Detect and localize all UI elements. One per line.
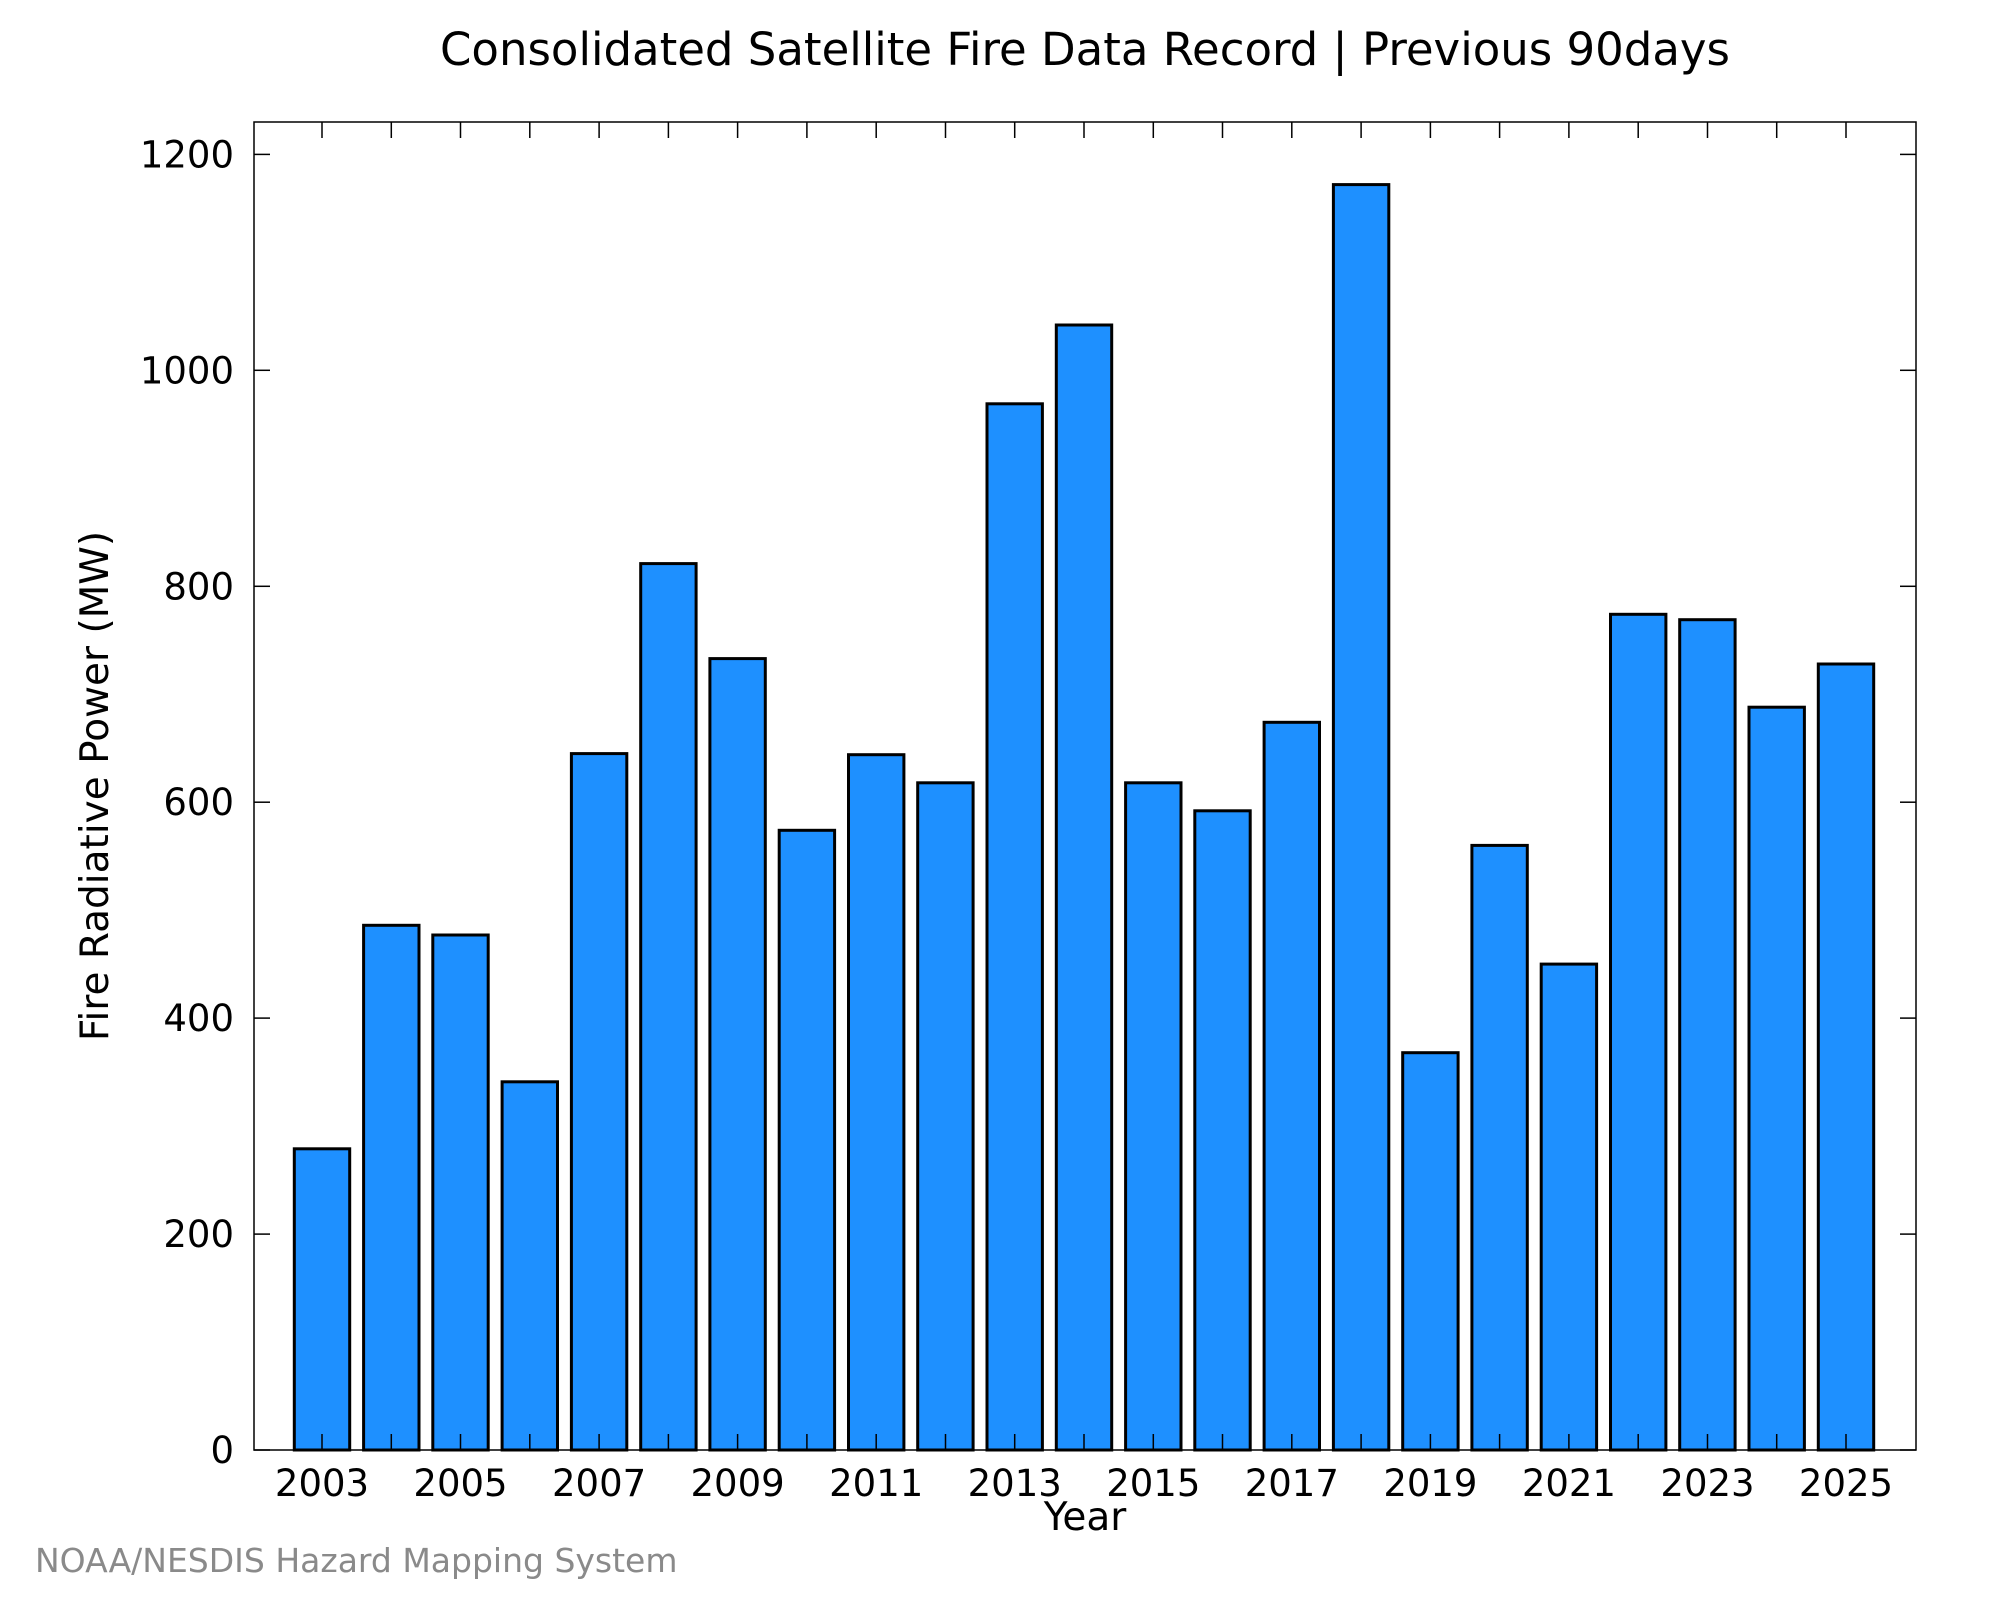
- bar-2014: [1054, 323, 1114, 1452]
- bar-2006: [500, 1080, 560, 1452]
- bar-2021: [1539, 962, 1599, 1452]
- x-axis-label: Year: [1043, 1495, 1128, 1540]
- x-tick-label-2003: 2003: [275, 1462, 369, 1505]
- bar-2009: [708, 657, 767, 1452]
- y-tick-label-400: 400: [163, 997, 234, 1040]
- y-axis-label: Fire Radiative Power (MW): [73, 531, 118, 1041]
- bar-2017: [1262, 720, 1321, 1452]
- bar-2010: [777, 828, 837, 1452]
- x-tick-label-2011: 2011: [829, 1462, 923, 1505]
- bar-2018: [1331, 183, 1391, 1452]
- x-tick-label-2013: 2013: [968, 1462, 1062, 1505]
- plot-frame: [253, 121, 1917, 1451]
- bar-2004: [362, 923, 421, 1452]
- x-tick-label-2007: 2007: [552, 1462, 646, 1505]
- bar-2013: [985, 402, 1044, 1452]
- x-tick-label-2017: 2017: [1245, 1462, 1339, 1505]
- bar-2019: [1401, 1051, 1460, 1452]
- bar-2011: [847, 753, 906, 1452]
- y-tick-label-1200: 1200: [140, 133, 234, 176]
- bar-2025: [1816, 662, 1876, 1452]
- bar-2020: [1470, 843, 1529, 1452]
- y-tick-label-1000: 1000: [140, 349, 234, 392]
- bars-group: [292, 183, 1876, 1452]
- bar-2016: [1193, 809, 1252, 1452]
- y-tick-label-200: 200: [163, 1213, 234, 1256]
- x-tick-label-2019: 2019: [1383, 1462, 1477, 1505]
- bar-2007: [569, 752, 629, 1452]
- x-tick-label-2021: 2021: [1522, 1462, 1616, 1505]
- bar-2003: [292, 1147, 352, 1452]
- x-tick-label-2009: 2009: [691, 1462, 785, 1505]
- bar-2024: [1747, 705, 1806, 1452]
- bar-2005: [431, 933, 490, 1452]
- ticks-group: 0 200 400 600 800 1000 1200 2003 2005 2007 2009 201…: [140, 122, 1916, 1505]
- y-tick-label-800: 800: [163, 565, 234, 608]
- x-tick-label-2023: 2023: [1660, 1462, 1754, 1505]
- x-tick-label-2025: 2025: [1799, 1462, 1893, 1505]
- y-tick-label-0: 0: [210, 1429, 234, 1472]
- x-tick-label-2005: 2005: [413, 1462, 507, 1505]
- x-tick-label-2015: 2015: [1106, 1462, 1200, 1505]
- bar-2012: [916, 781, 975, 1452]
- bar-2022: [1609, 612, 1668, 1452]
- bar-2023: [1678, 618, 1737, 1452]
- y-tick-label-600: 600: [163, 781, 234, 824]
- credit-text: NOAA/NESDIS Hazard Mapping System: [35, 1541, 678, 1580]
- bar-2008: [639, 562, 698, 1452]
- bar-2015: [1124, 781, 1183, 1452]
- chart-title: Consolidated Satellite Fire Data Record …: [440, 23, 1730, 76]
